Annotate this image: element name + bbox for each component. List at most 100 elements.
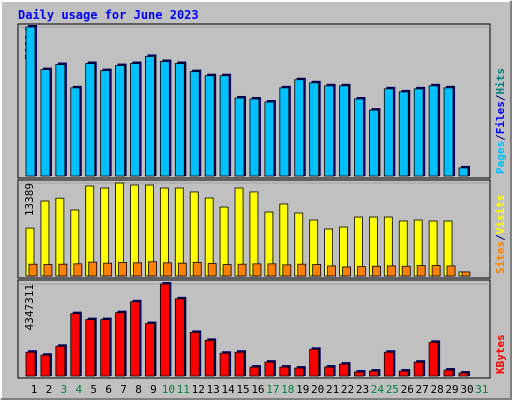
x-tick-label: 15 <box>236 383 249 396</box>
bar <box>357 266 366 277</box>
bar <box>159 61 170 177</box>
bar <box>443 87 454 177</box>
x-tick-label: 31 <box>475 383 488 396</box>
bar <box>204 75 215 177</box>
bar <box>88 261 98 277</box>
bar <box>25 26 36 177</box>
legend-entry: KBytes <box>494 334 507 374</box>
legend: Pages/Files/Hits <box>494 68 507 174</box>
bar <box>368 109 379 177</box>
bar <box>219 75 230 177</box>
bar <box>159 283 170 377</box>
bar <box>115 182 124 277</box>
bar <box>354 371 364 377</box>
bar <box>130 184 139 277</box>
bar <box>354 98 364 177</box>
bar <box>398 91 409 177</box>
bar <box>115 312 125 377</box>
x-tick-label: 8 <box>135 383 142 396</box>
bar <box>145 56 155 177</box>
bar <box>55 345 66 377</box>
bar <box>55 64 66 177</box>
x-tick-label: 26 <box>401 383 414 396</box>
legend-entry: Hits <box>494 68 507 95</box>
bar <box>219 352 230 377</box>
bar <box>100 319 111 377</box>
bar <box>58 263 68 277</box>
legend-separator: / <box>494 234 507 241</box>
bar <box>85 319 96 377</box>
bar <box>252 263 262 277</box>
bar <box>40 69 51 177</box>
bar <box>103 262 113 277</box>
x-tick-label: 7 <box>120 383 127 396</box>
bar <box>431 265 441 277</box>
bar <box>297 263 307 277</box>
bar <box>70 87 81 177</box>
bar <box>294 79 305 177</box>
bar <box>162 262 172 277</box>
x-tick-label: 17 <box>266 383 279 396</box>
x-tick-label: 30 <box>460 383 473 396</box>
bar <box>174 298 185 377</box>
bar <box>461 271 471 277</box>
bar <box>282 264 292 277</box>
bar <box>115 65 125 177</box>
bar <box>294 367 305 377</box>
bar <box>324 85 335 177</box>
bar <box>249 98 260 177</box>
legend: KBytes <box>494 334 507 374</box>
x-tick-label: 23 <box>356 383 369 396</box>
bar <box>222 264 232 277</box>
x-tick-label: 24 <box>371 383 385 396</box>
bar <box>267 263 277 277</box>
bar <box>234 351 245 377</box>
legend-entry: Visits <box>494 195 507 235</box>
x-tick-label: 2 <box>46 383 53 396</box>
bar <box>339 85 349 177</box>
bar <box>189 332 200 377</box>
bar <box>189 71 200 177</box>
bar <box>118 262 127 277</box>
bar <box>279 87 290 177</box>
x-tick-label: 4 <box>75 383 82 396</box>
bar <box>177 262 187 277</box>
x-tick-label: 9 <box>150 383 157 396</box>
legend-entry: Sites <box>494 241 507 274</box>
bar <box>192 262 202 277</box>
bar <box>264 361 275 377</box>
bar <box>100 70 111 177</box>
bar <box>324 366 335 377</box>
bar <box>312 264 322 277</box>
bar <box>130 301 140 377</box>
bar <box>458 167 469 177</box>
x-tick-label: 29 <box>445 383 458 396</box>
bar <box>443 369 454 377</box>
bar <box>40 354 51 377</box>
y-tick-label: 4347311 <box>23 284 36 330</box>
bar <box>383 351 394 377</box>
x-tick-label: 10 <box>162 383 175 396</box>
bar <box>148 261 157 277</box>
x-tick-label: 5 <box>90 383 97 396</box>
x-tick-label: 3 <box>61 383 68 396</box>
y-tick-label: 13389 <box>23 183 36 216</box>
bar <box>174 63 185 177</box>
bar <box>309 348 320 377</box>
x-tick-label: 28 <box>430 383 443 396</box>
x-tick-label: 21 <box>326 383 339 396</box>
bar <box>70 313 81 377</box>
x-tick-label: 1 <box>31 383 38 396</box>
x-tick-label: 20 <box>311 383 324 396</box>
x-tick-label: 6 <box>105 383 112 396</box>
bar <box>234 187 244 277</box>
bar <box>43 264 53 277</box>
bar <box>204 339 215 377</box>
x-tick-label: 18 <box>281 383 294 396</box>
x-tick-label: 14 <box>221 383 235 396</box>
bar <box>237 263 247 277</box>
legend-entry: Pages <box>494 141 507 174</box>
bar <box>416 265 426 277</box>
